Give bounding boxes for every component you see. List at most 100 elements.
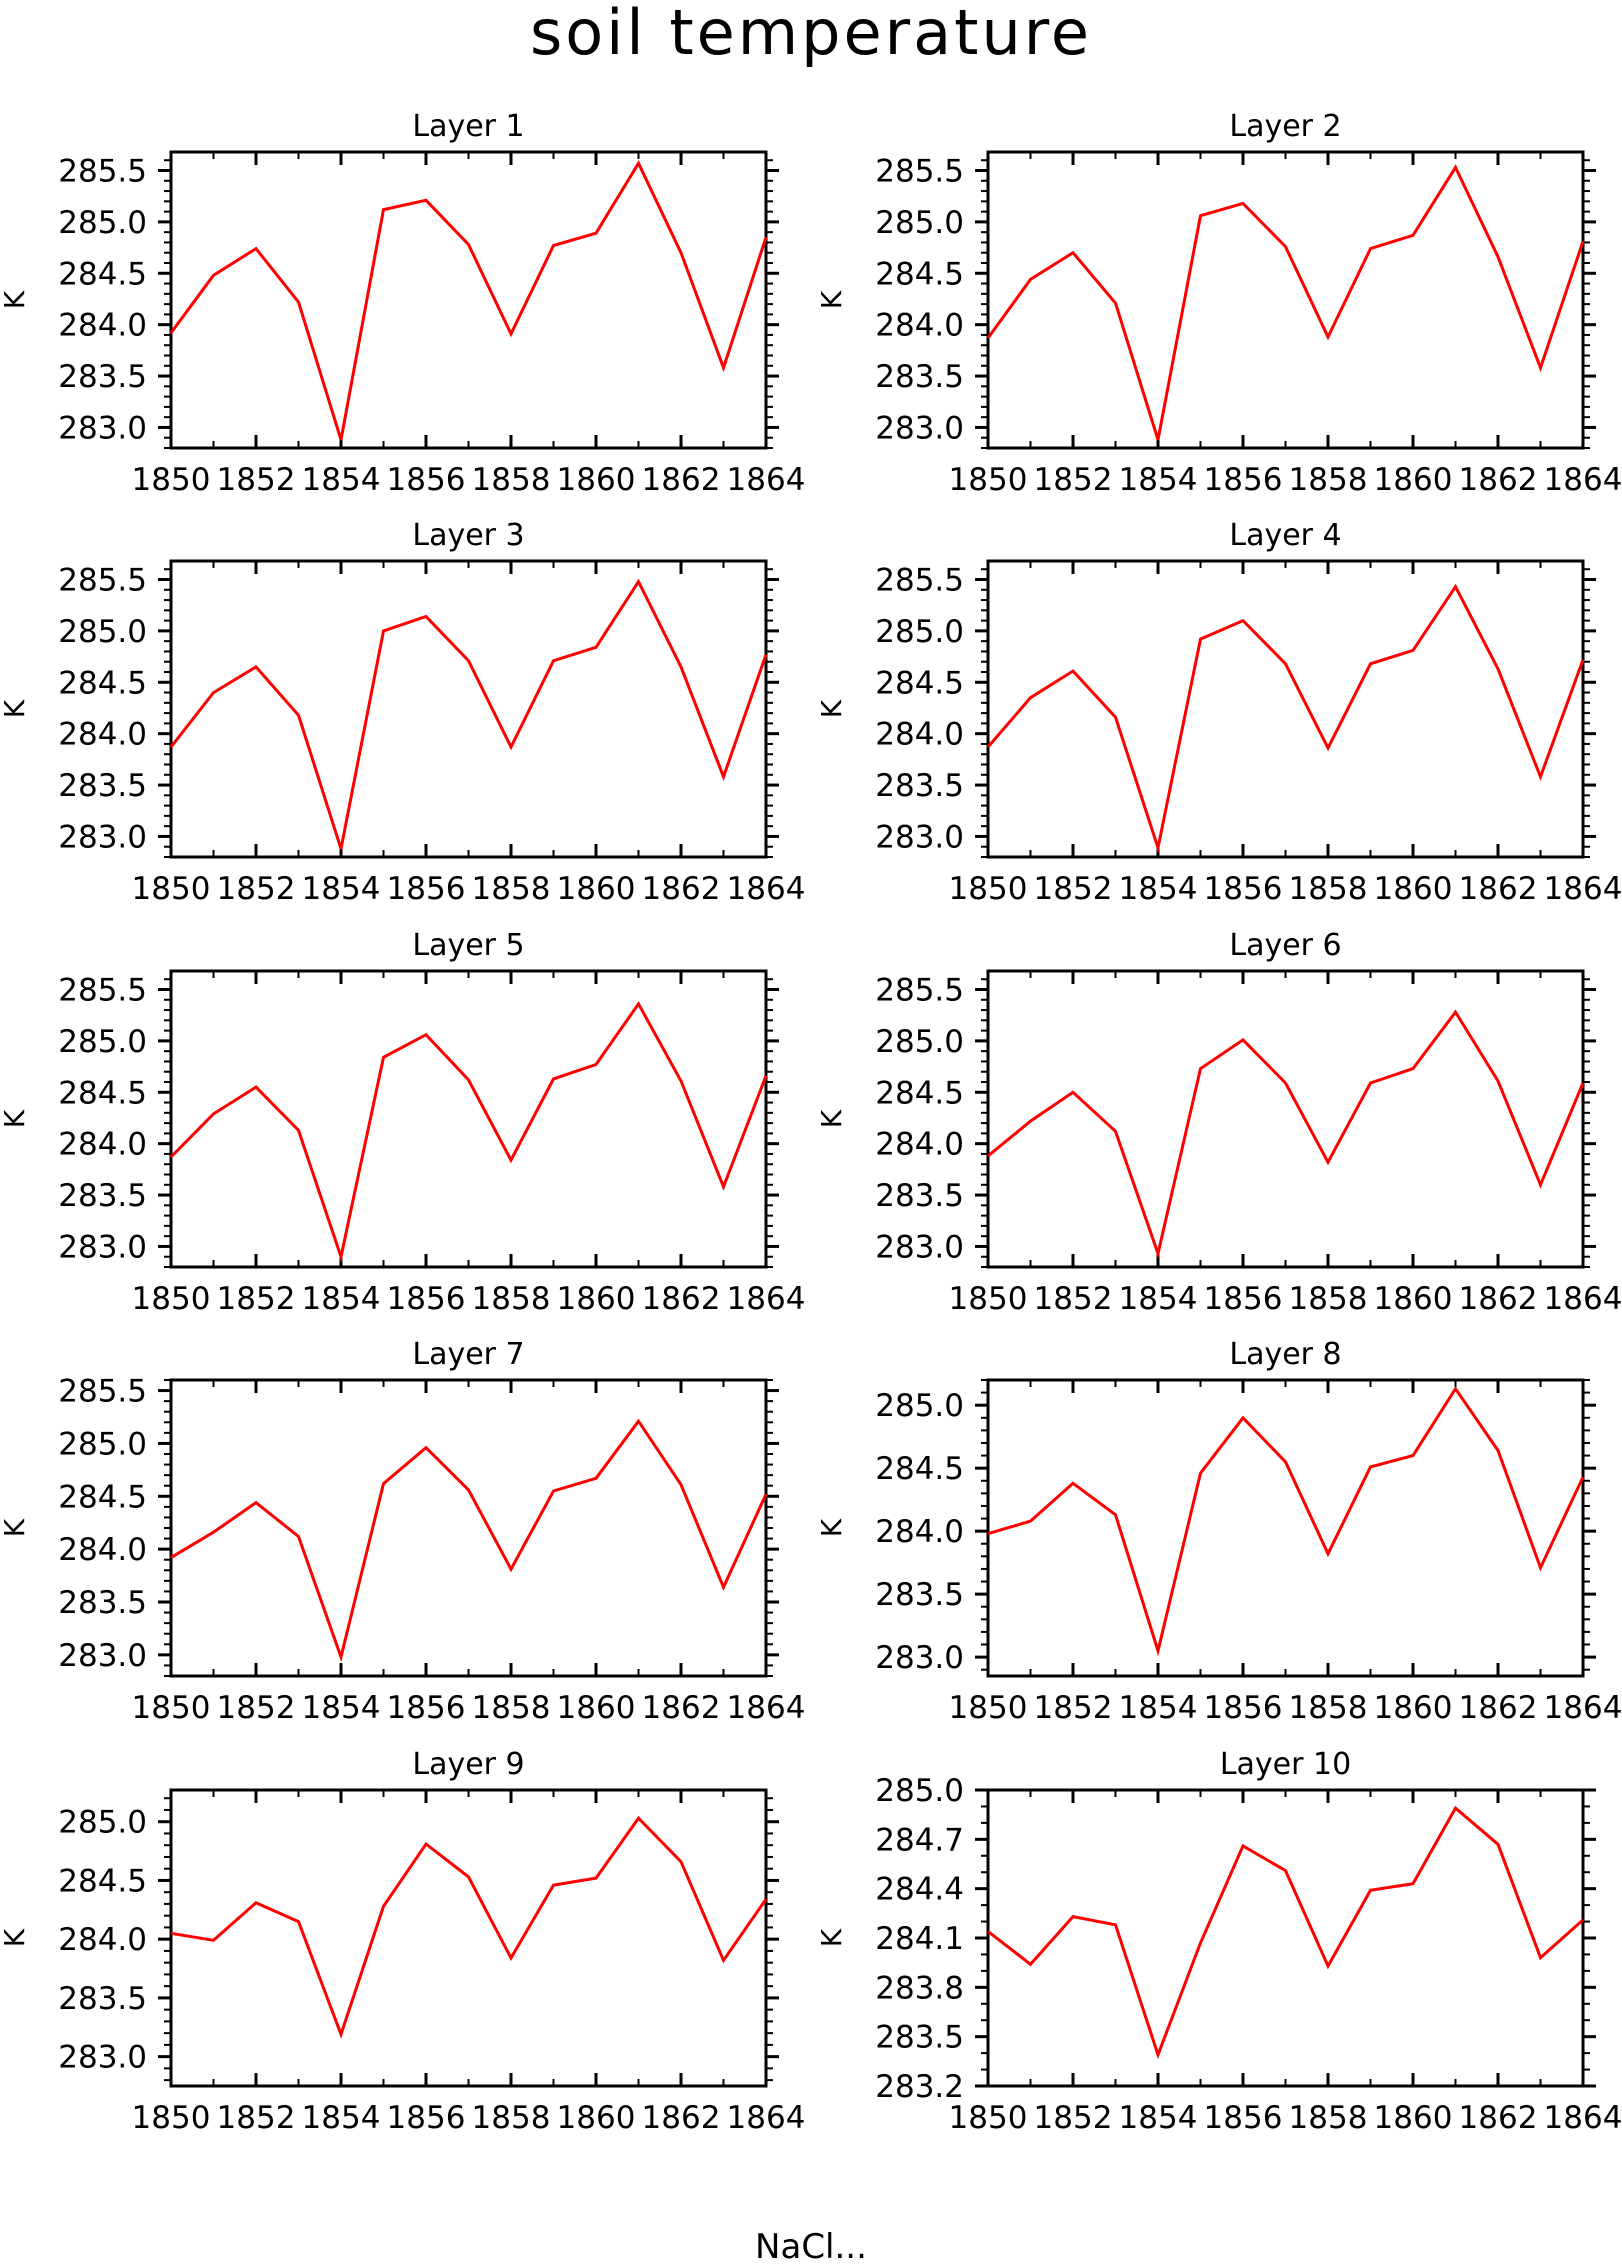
- x-tick-label: 1854: [1119, 2100, 1198, 2136]
- x-tick-label: 1854: [1119, 462, 1198, 498]
- plot-frame: [169, 150, 768, 450]
- panel-title: Layer 8: [1229, 1337, 1341, 1372]
- y-tick-label: 284.0: [58, 1922, 147, 1958]
- y-tick-label: 285.0: [875, 205, 964, 241]
- x-tick-label: 1854: [1119, 1690, 1198, 1726]
- y-tick-label: 283.0: [875, 1229, 964, 1265]
- series-line: [169, 578, 768, 850]
- x-tick-label: 1852: [1034, 2100, 1113, 2136]
- x-tick-label: 1856: [1204, 871, 1283, 907]
- plot-frame: [986, 1378, 1585, 1678]
- x-tick-label: 1852: [217, 2100, 296, 2136]
- x-tick-label: 1856: [1204, 1281, 1283, 1317]
- chart-panel-5: Layer 5 K 1850 1852 1854 1856 1858 1860 1862 1864…: [0, 928, 805, 1317]
- chart-panel-1: Layer 1 K 1850 1852 1854 1856 1858 1860 1862 1864…: [0, 109, 805, 498]
- y-tick-label: 284.0: [58, 1532, 147, 1568]
- x-tick-label: 1858: [1289, 1690, 1368, 1726]
- chart-panel-4: Layer 4 K 1850 1852 1854 1856 1858 1860 1862 1864…: [815, 518, 1622, 907]
- series-line: [170, 1418, 768, 1663]
- y-tick-label: 284.7: [875, 1822, 964, 1858]
- y-tick-label: 284.5: [875, 665, 964, 701]
- x-tick-label: 1854: [1119, 1281, 1198, 1317]
- y-tick-label: 283.5: [58, 1981, 147, 2017]
- x-tick-label: 1860: [557, 871, 636, 907]
- y-tick-label: 284.4: [875, 1872, 964, 1908]
- series-line: [987, 1386, 1585, 1657]
- x-tick-label: 1862: [642, 871, 721, 907]
- x-tick-label: 1862: [1459, 871, 1538, 907]
- panel-title: Layer 4: [1229, 518, 1341, 553]
- x-tick-label: 1856: [387, 2100, 466, 2136]
- y-tick-label: 284.5: [875, 1075, 964, 1111]
- y-tick-label: 285.0: [875, 1024, 964, 1060]
- x-tick-label: 1858: [1289, 1281, 1368, 1317]
- y-tick-label: 284.0: [58, 1127, 147, 1163]
- y-tick-label: 285.5: [58, 154, 147, 190]
- y-tick-label: 283.0: [58, 1229, 147, 1265]
- chart-panel-6: Layer 6 K 1850 1852 1854 1856 1858 1860 1862 1864…: [815, 928, 1622, 1317]
- x-tick-label: 1862: [642, 462, 721, 498]
- x-tick-label: 1862: [1459, 2100, 1538, 2136]
- y-tick-label: 283.5: [875, 768, 964, 804]
- y-tick-label: 285.0: [58, 1426, 147, 1462]
- y-axis-label: K: [815, 290, 848, 309]
- series-line: [987, 1009, 1585, 1260]
- y-axis-label: K: [0, 699, 31, 718]
- y-tick-label: 284.5: [58, 1863, 147, 1899]
- y-tick-label: 283.8: [875, 1970, 964, 2006]
- x-tick-label: 1852: [217, 1281, 296, 1317]
- x-tick-label: 1852: [217, 871, 296, 907]
- y-tick-label: 285.0: [58, 1805, 147, 1841]
- plot-frame: [169, 1378, 768, 1678]
- x-tick-label: 1862: [1459, 462, 1538, 498]
- x-tick-label: 1852: [217, 462, 296, 498]
- plot-frame: [169, 969, 768, 1269]
- x-tick-label: 1854: [302, 2100, 381, 2136]
- x-tick-label: 1860: [1374, 2100, 1453, 2136]
- x-tick-label: 1864: [727, 1281, 806, 1317]
- y-tick-label: 284.0: [875, 1127, 964, 1163]
- x-tick-label: 1856: [1204, 2100, 1283, 2136]
- y-tick-label: 283.0: [58, 1638, 147, 1674]
- x-tick-label: 1852: [1034, 462, 1113, 498]
- y-tick-label: 285.0: [58, 614, 147, 650]
- x-tick-label: 1862: [642, 1690, 721, 1726]
- y-axis-label: K: [815, 699, 848, 718]
- y-tick-label: 285.5: [58, 1374, 147, 1410]
- x-tick-label: 1854: [302, 1281, 381, 1317]
- y-tick-label: 284.5: [58, 1479, 147, 1515]
- y-axis-label: K: [0, 1518, 31, 1537]
- y-tick-label: 285.5: [875, 563, 964, 599]
- x-tick-label: 1850: [949, 871, 1028, 907]
- series-line: [169, 160, 768, 441]
- x-tick-label: 1858: [472, 871, 551, 907]
- plot-frame: [986, 150, 1585, 450]
- y-tick-label: 283.5: [875, 1577, 964, 1613]
- x-tick-label: 1858: [472, 1281, 551, 1317]
- y-tick-label: 284.1: [875, 1921, 964, 1957]
- plot-frame: [986, 559, 1585, 859]
- panel-title: Layer 10: [1220, 1747, 1351, 1782]
- series-line: [170, 1815, 768, 2039]
- panel-title: Layer 6: [1229, 928, 1341, 963]
- x-tick-label: 1854: [302, 871, 381, 907]
- x-tick-label: 1858: [1289, 871, 1368, 907]
- x-tick-label: 1860: [1374, 1690, 1453, 1726]
- y-tick-label: 284.5: [58, 665, 147, 701]
- x-tick-label: 1860: [1374, 462, 1453, 498]
- y-tick-label: 283.5: [875, 1178, 964, 1214]
- y-tick-label: 284.0: [58, 717, 147, 753]
- y-tick-label: 283.5: [58, 1178, 147, 1214]
- chart-panel-3: Layer 3 K 1850 1852 1854 1856 1858 1860 1862 1864…: [0, 518, 805, 907]
- panel-title: Layer 3: [412, 518, 524, 553]
- x-tick-label: 1860: [557, 2100, 636, 2136]
- x-tick-label: 1850: [949, 462, 1028, 498]
- chart-panel-9: Layer 9 K 1850 1852 1854 1856 1858 1860 1862 1864…: [0, 1747, 805, 2136]
- x-tick-label: 1850: [132, 2100, 211, 2136]
- y-tick-label: 284.0: [875, 717, 964, 753]
- x-tick-label: 1862: [1459, 1690, 1538, 1726]
- series-line: [169, 1001, 768, 1263]
- y-tick-label: 283.5: [58, 1585, 147, 1621]
- y-axis-label: K: [0, 290, 31, 309]
- panel-title: Layer 9: [412, 1747, 524, 1782]
